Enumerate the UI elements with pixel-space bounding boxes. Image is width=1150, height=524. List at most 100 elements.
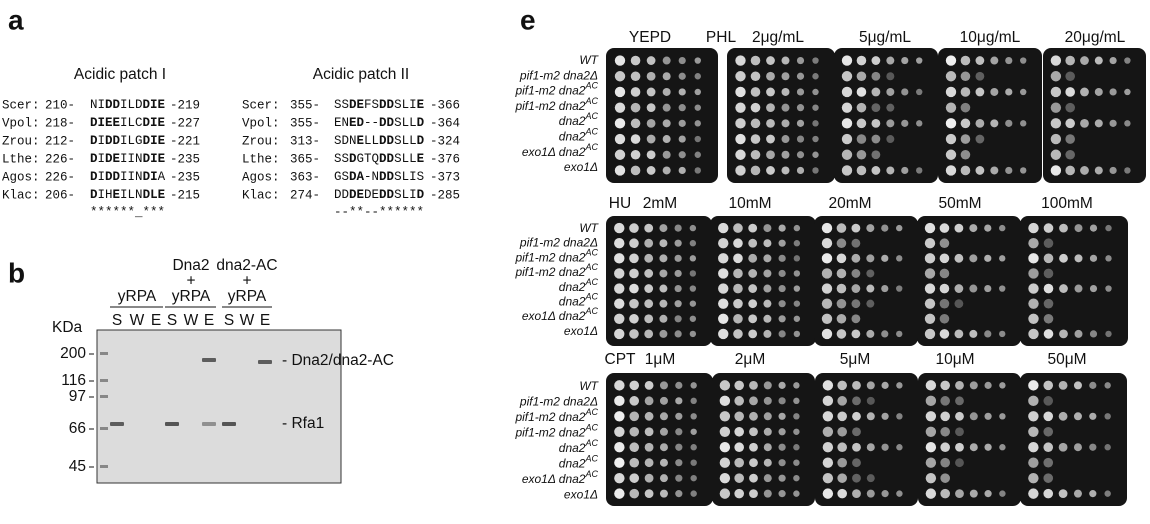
protein-band	[258, 360, 272, 364]
colony-spot	[852, 380, 861, 390]
colony-spot	[969, 224, 978, 233]
colony-spot	[856, 149, 867, 160]
group-label: +	[242, 273, 251, 290]
colony-spot	[1028, 395, 1039, 407]
colony-spot	[896, 285, 903, 292]
colony-spot	[1074, 224, 1083, 233]
colony-spot	[629, 313, 639, 324]
colony-spot	[925, 395, 937, 407]
seq-segment: E	[357, 134, 365, 148]
colony-spot	[984, 284, 992, 293]
colony-spot	[821, 253, 833, 264]
colony-spot	[694, 73, 701, 80]
seq-segment: DIE	[143, 134, 166, 148]
colony-spot	[778, 269, 786, 278]
colony-spot	[796, 56, 805, 65]
seq-segment: DE	[105, 152, 120, 166]
lane-label: E	[151, 312, 161, 329]
colony-spot	[629, 283, 639, 294]
strain-sup: AC	[584, 307, 598, 317]
colony-spot	[644, 442, 654, 452]
colony-spot	[886, 119, 895, 128]
colony-spot	[1043, 426, 1054, 437]
colony-spot	[1043, 396, 1054, 406]
colony-spot	[1104, 444, 1111, 451]
colony-spot	[1080, 87, 1089, 97]
colony-spot	[1028, 298, 1039, 309]
colony-spot	[694, 57, 701, 64]
colony-spot	[678, 151, 686, 159]
colony-spot	[856, 118, 867, 129]
colony-spot	[734, 473, 744, 483]
colony-spot	[990, 87, 999, 96]
colony-spot	[644, 380, 654, 390]
seq-segment: D	[90, 188, 98, 202]
colony-spot	[925, 488, 937, 499]
colony-spot	[629, 238, 639, 249]
colony-spot	[781, 135, 790, 144]
colony-spot	[999, 224, 1006, 232]
colony-spot	[939, 223, 950, 233]
colony-spot	[1028, 380, 1039, 391]
strain-label: pif1-m2 dna2AC	[514, 81, 598, 98]
colony-spot	[778, 412, 786, 420]
colony-spot	[821, 328, 833, 340]
colony-spot	[881, 224, 889, 232]
colony-spot	[1094, 56, 1103, 65]
colony-spot	[763, 269, 772, 278]
seq-segment: DA	[349, 170, 365, 184]
colony-spot	[778, 490, 786, 498]
colony-spot	[748, 299, 758, 309]
colony-spot	[821, 313, 833, 324]
colony-spot	[659, 412, 668, 421]
marker-label: 116	[61, 372, 86, 389]
sequence: DIEEILCDIE	[90, 116, 165, 130]
colony-spot	[960, 118, 971, 129]
colony-spot	[796, 135, 805, 143]
colony-spot	[719, 457, 731, 468]
seq-segment: A	[158, 170, 166, 184]
colony-spot	[999, 444, 1006, 451]
colony-spot	[886, 103, 895, 112]
colony-spot	[733, 283, 743, 294]
colony-spot	[1028, 426, 1039, 437]
colony-spot	[871, 87, 881, 97]
colony-spot	[659, 299, 668, 308]
colony-spot	[689, 330, 697, 338]
gel	[96, 329, 342, 484]
colony-spot	[1028, 472, 1039, 484]
colony-spot	[881, 381, 889, 389]
strain-label: WT	[579, 53, 599, 67]
colony-spot	[735, 149, 746, 160]
sequence: SDNELLDDSLLD	[334, 134, 425, 148]
colony-spot	[1028, 222, 1039, 234]
colony-spot	[881, 443, 889, 451]
colony-spot	[778, 330, 786, 338]
strain-sup: AC	[584, 438, 598, 448]
colony-spot	[614, 426, 625, 437]
plate	[918, 373, 1021, 506]
colony-spot	[851, 314, 861, 324]
colony-spot	[718, 328, 729, 340]
colony-spot	[662, 150, 671, 159]
colony-spot	[940, 457, 950, 468]
seq-start: 206-	[45, 188, 75, 202]
colony-spot	[1089, 381, 1097, 389]
colony-spot	[866, 254, 875, 263]
colony-spot	[690, 413, 697, 420]
colony-spot	[851, 238, 861, 248]
strain-name: pif1-m2 dna2	[514, 84, 585, 98]
colony-spot	[851, 284, 861, 293]
lane-label: E	[204, 312, 214, 329]
colony-spot	[1073, 381, 1082, 390]
colony-spot	[646, 56, 656, 65]
colony-spot	[984, 330, 992, 338]
patch-title: Acidic patch II	[313, 66, 410, 83]
colony-spot	[614, 238, 625, 249]
colony-spot	[690, 382, 697, 389]
colony-spot	[822, 411, 834, 422]
sequence: DIDDIINDIA	[90, 170, 166, 184]
colony-spot	[749, 396, 758, 406]
colony-spot	[678, 72, 686, 80]
colony-spot	[796, 72, 805, 80]
